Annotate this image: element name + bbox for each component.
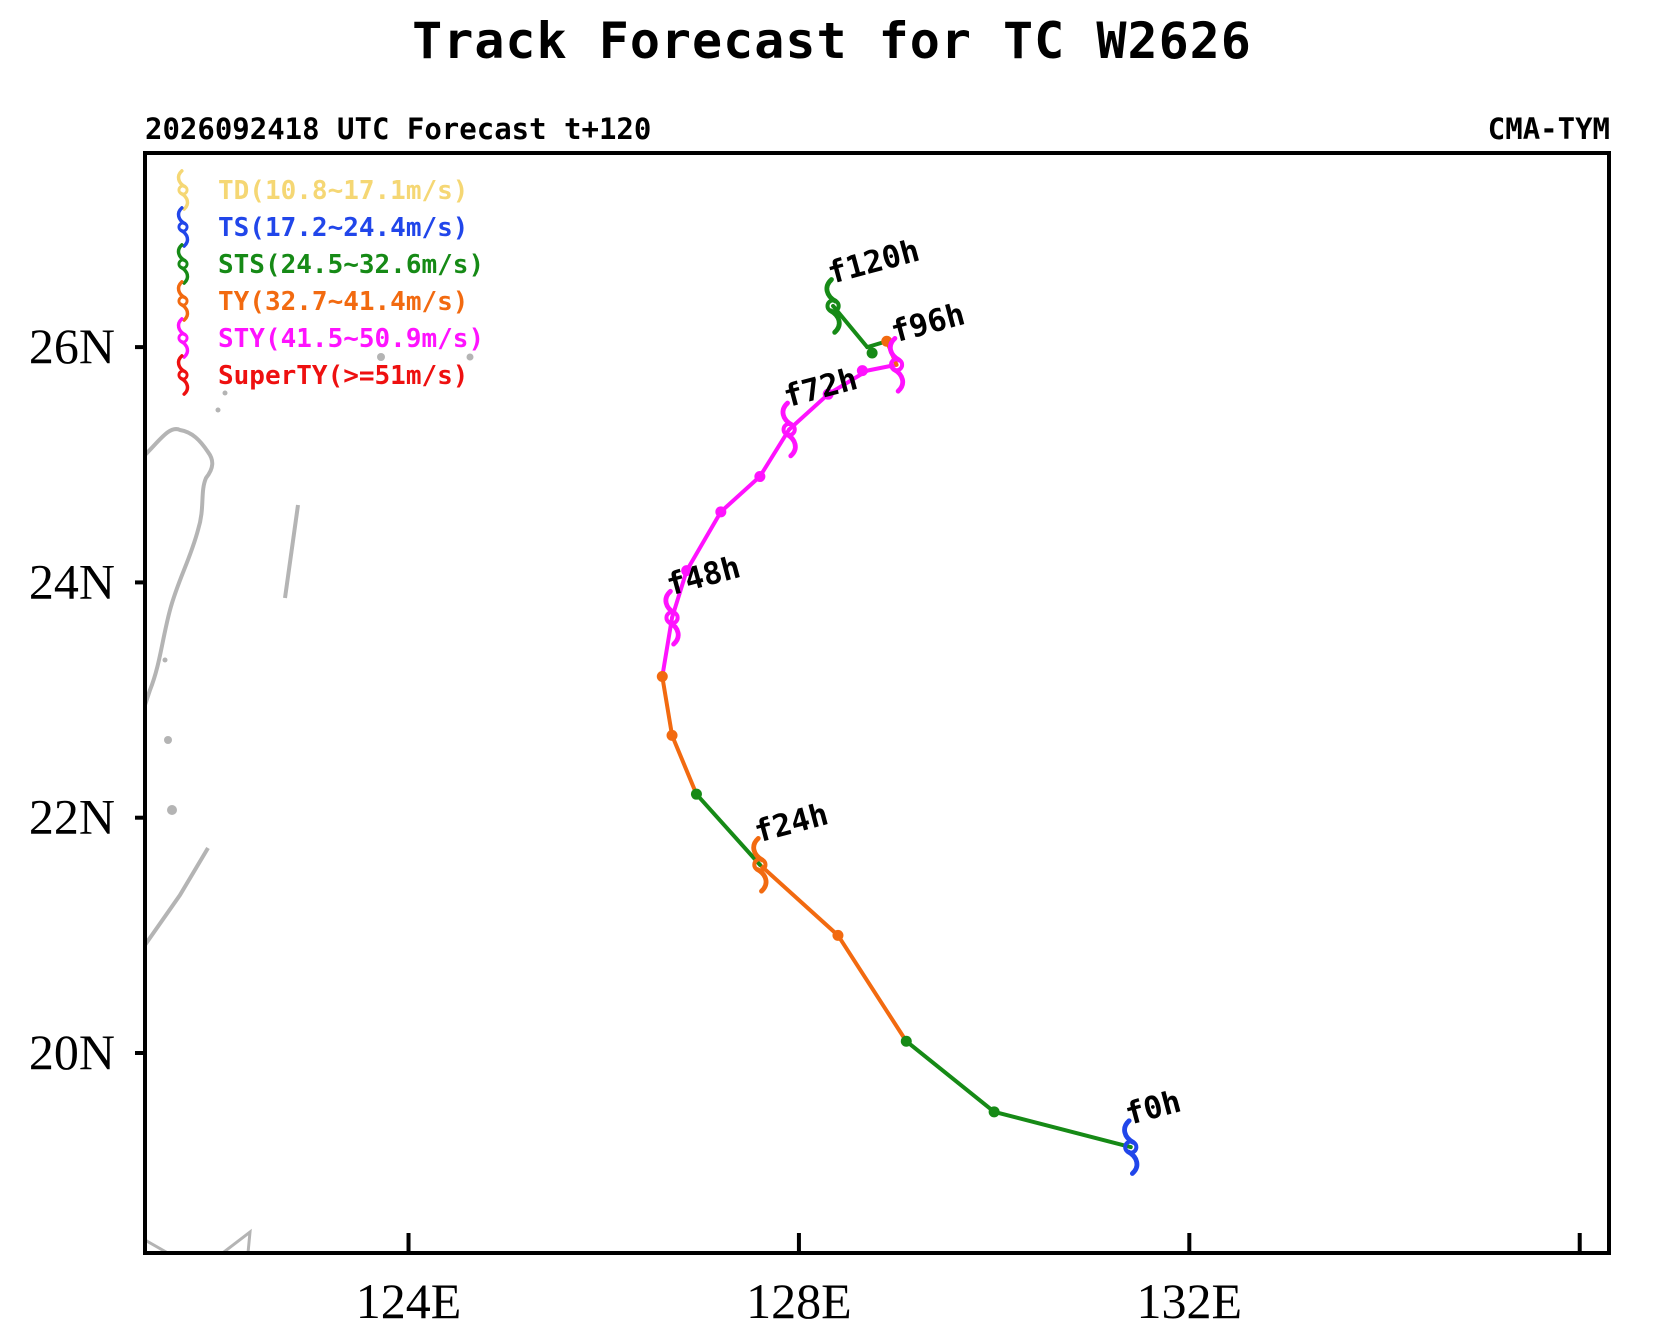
track-segment	[904, 1039, 997, 1114]
legend-entry-label: TS(17.2~24.4m/s)	[218, 213, 468, 243]
typhoon-symbol-icon	[780, 400, 798, 459]
track-point	[832, 929, 844, 941]
track-point	[690, 788, 702, 800]
forecast-time-label: 2026092418 UTC Forecast t+120	[145, 112, 652, 146]
small-island	[164, 736, 172, 744]
land-layer	[145, 353, 474, 1253]
small-island	[466, 353, 474, 361]
track-segment	[831, 303, 870, 350]
legend-typhoon-icon	[176, 317, 190, 359]
bottom-coast-line	[145, 1228, 252, 1253]
island-ridge-line	[283, 504, 300, 599]
track-point	[856, 365, 868, 377]
forecast-hour-label: f48h	[663, 549, 744, 603]
legend-entry-label: STY(41.5~50.9m/s)	[218, 324, 484, 354]
watermark-overlay	[1240, 1272, 1660, 1330]
typhoon-symbol-icon	[824, 277, 842, 335]
track-segment	[694, 792, 762, 867]
track-segment	[835, 933, 909, 1044]
track-point	[900, 1035, 912, 1047]
track-segment	[787, 392, 831, 432]
small-island	[167, 805, 177, 815]
small-island	[377, 353, 385, 361]
track-point	[666, 729, 678, 741]
track-segment	[757, 427, 792, 479]
forecast-hour-label: f72h	[780, 361, 861, 415]
southern-coast-line	[145, 846, 210, 947]
track-point	[988, 1106, 1000, 1118]
track-segment	[660, 615, 675, 679]
track-segment	[660, 674, 675, 738]
legend-entry-label: SuperTY(>=51m/s)	[218, 361, 468, 391]
track-segment	[718, 474, 762, 514]
small-island	[162, 657, 168, 663]
small-island	[215, 407, 221, 413]
model-label: CMA-TYM	[1487, 112, 1610, 146]
page-title: Track Forecast for TC W2626	[412, 12, 1252, 70]
track-point	[681, 565, 693, 577]
forecast-hour-label: f0h	[1122, 1084, 1185, 1133]
x-tick-label: 124E	[356, 1273, 462, 1329]
legend-entry-label: TY(32.7~41.4m/s)	[218, 287, 468, 317]
y-tick-label: 24N	[29, 553, 115, 609]
axes-layer: 124E 128E 132E 20N 22N 24N 26N	[29, 318, 1582, 1329]
y-tick-label: 22N	[29, 789, 115, 845]
x-tick-label: 132E	[1137, 1273, 1243, 1329]
forecast-hour-label: f24h	[751, 796, 832, 850]
legend-typhoon-icon	[176, 243, 190, 285]
track-layer	[660, 303, 1133, 1150]
forecast-hour-label: f120h	[824, 233, 923, 292]
legend: TD(10.8~17.1m/s) TS(17.2~24.4m/s) STS(24.5…	[176, 169, 484, 396]
track-point	[656, 671, 668, 683]
typhoon-symbol-icon	[1122, 1118, 1140, 1176]
taiwan-coastline	[145, 427, 215, 706]
typhoon-symbol-icon	[663, 588, 681, 647]
small-island	[222, 390, 228, 396]
track-point	[754, 471, 766, 483]
legend-entry-label: TD(10.8~17.1m/s)	[218, 176, 468, 206]
legend-entry-label: STS(24.5~32.6m/s)	[218, 250, 484, 280]
track-point	[866, 347, 878, 359]
y-tick-label: 26N	[29, 318, 115, 374]
forecast-hour-label: f96h	[887, 296, 968, 350]
typhoon-symbol-icon	[887, 335, 906, 394]
legend-typhoon-icon	[176, 354, 190, 396]
track-point	[822, 388, 834, 400]
track-segment	[757, 862, 840, 938]
track-segment	[684, 509, 723, 573]
legend-typhoon-icon	[176, 206, 190, 248]
track-segment	[670, 733, 699, 797]
plot-frame	[143, 151, 1611, 1255]
track-segment	[670, 568, 689, 620]
x-tick-label: 128E	[746, 1273, 852, 1329]
typhoon-symbol-icon	[751, 835, 769, 894]
legend-typhoon-icon	[176, 280, 190, 322]
track-segment	[992, 1109, 1133, 1150]
y-tick-label: 20N	[29, 1024, 115, 1080]
legend-typhoon-icon	[176, 169, 190, 211]
track-point	[715, 506, 727, 518]
points-layer	[656, 335, 1000, 1118]
